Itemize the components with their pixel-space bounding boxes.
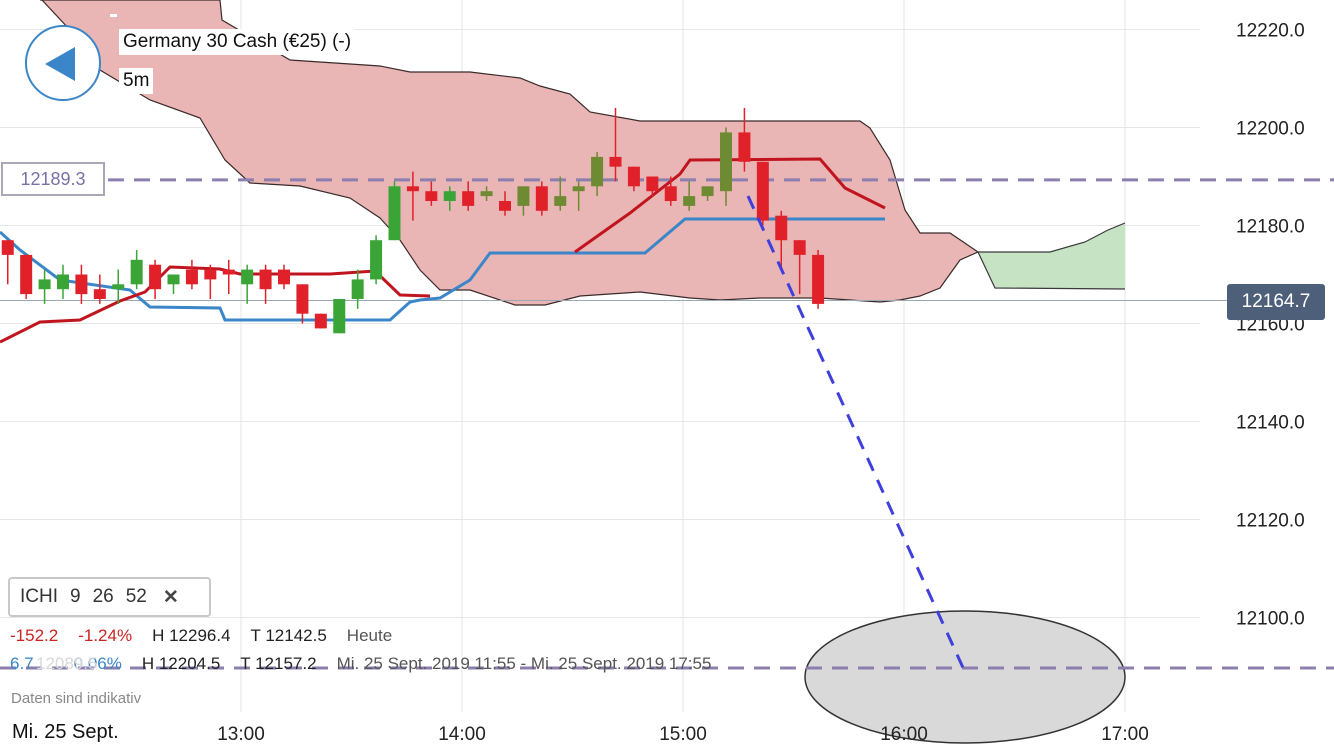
candle-body [462,191,475,206]
candle-body [149,264,162,290]
candle-body [443,191,456,201]
candle-body [241,269,254,285]
candle-body [646,176,659,192]
kijun-sen-line [0,217,885,322]
range-change-value: 6.7 [10,654,34,673]
indicator-param-1: 9 [70,586,81,607]
candle-body [167,274,180,285]
senkou-span-b-line [41,0,979,306]
candle-body [572,186,585,192]
y-axis-tick-label: 12120.0 [1236,511,1305,532]
x-axis-tick-label: 16:00 [880,724,928,745]
candle-body [554,196,567,206]
x-axis-tick-label: 13:00 [217,724,265,745]
x-axis-tick-label: 14:00 [438,724,486,745]
candle-body [278,269,290,285]
candle-body [112,284,125,290]
candle-body [57,274,69,290]
marked-level-label[interactable]: 12189.3 [1,162,105,196]
candle-body [222,269,235,275]
y-axis-tick-label: 12180.0 [1236,217,1305,238]
candle-body [296,284,309,314]
tenkan-sen-line-recent [574,157,886,254]
close-icon[interactable]: ✕ [162,586,179,608]
candle-body [259,269,272,290]
x-axis-tick-label: 15:00 [659,724,707,745]
candle-body [793,240,806,255]
ichimoku-cloud-bull [978,223,1125,289]
candle-body [683,196,696,206]
range-label: Mi. 25 Sept. 2019 11:55 - Mi. 25 Sept. 2… [336,654,712,673]
indicator-name: ICHI [20,586,58,607]
today-low: T 12142.5 [250,626,327,645]
candle-body [701,186,714,197]
candle-body [333,299,346,334]
x-axis-tick-label: 17:00 [1101,724,1149,745]
hidden-level-fragment: 12089.5 [36,654,98,673]
y-axis-tick-label: 12140.0 [1236,413,1305,434]
current-price-tag: 12164.7 [1227,284,1325,320]
candle-body [75,274,88,295]
ichimoku-cloud-bear [40,0,978,305]
candle-body [517,186,530,206]
y-axis-tick-label: 12220.0 [1236,21,1305,42]
range-high: H 12204.5 [141,654,221,673]
candle-body [425,191,438,201]
candle-body [609,156,622,167]
candle-body [627,166,640,187]
candle-body [775,215,788,241]
candle-body [314,313,327,329]
candle-body [535,186,548,211]
back-arrow-icon [45,47,75,81]
range-change-pct: 0.06% [73,654,122,673]
y-axis-tick-label: 12200.0 [1236,119,1305,140]
candle-body [812,254,825,304]
today-change: -152.2 [10,626,59,645]
today-label: Heute [346,626,393,645]
candle-body [1,240,14,255]
candle-body [756,161,769,221]
date-label: Mi. 25 Sept. [0,714,140,750]
candle-body [20,254,33,295]
indicator-chip[interactable]: ICHI 9 26 52 ✕ [8,577,211,617]
today-high: H 12296.4 [152,626,231,645]
candle-body [720,132,732,192]
candle-body [93,289,106,299]
candle-body [388,186,401,241]
ellipse-annotation [804,610,1126,744]
today-stats: -152.2 -1.24% H 12296.4 T 12142.5 Heute [10,626,412,646]
candle-body [591,156,604,187]
candle-body [480,191,493,197]
indicator-param-2: 26 [92,586,114,607]
range-low: T 12157.2 [240,654,317,673]
candle-body [130,259,143,285]
indicator-param-3: 52 [125,586,147,607]
instrument-title: Germany 30 Cash (€25) (-) [119,29,356,55]
marker-tick [110,14,117,17]
candle-body [204,269,217,280]
trend-line [746,195,967,673]
back-button[interactable] [25,25,101,101]
disclaimer-text: Daten sind indikativ [11,690,142,707]
senkou-future-a-line [978,222,1126,253]
candle-body [351,279,364,299]
y-axis-tick-label: 12100.0 [1236,609,1305,630]
candle-body [38,279,51,290]
range-stats: 6.7 12089.5 0.06% H 12204.5 T 12157.2 Mi… [10,654,731,674]
candle-body [664,186,677,201]
candle-body [738,132,751,162]
candle-body [499,201,511,211]
candle-body [185,269,198,285]
range-change: 6.7 12089.5 [10,654,97,674]
senkou-future-b-line [977,251,1126,290]
today-change-pct: -1.24% [78,626,133,645]
timeframe-label[interactable]: 5m [119,68,154,94]
candle-body [406,186,419,192]
candle-body [370,240,383,280]
